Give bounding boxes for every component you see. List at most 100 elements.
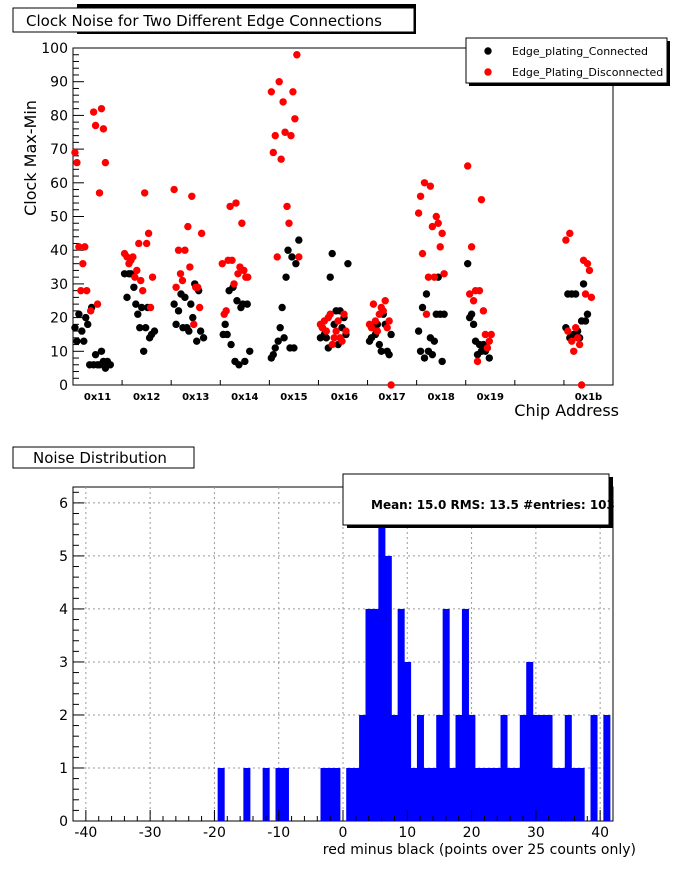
- disconnected-point: [342, 327, 350, 335]
- disconnected-point: [133, 266, 141, 275]
- histogram-x-axis: -40 -30 -20 -10 0 10 20 30 40: [72, 810, 614, 841]
- disconnected-point: [426, 182, 435, 190]
- histogram-bar: [217, 767, 225, 821]
- disconnected-point: [275, 78, 283, 86]
- histogram-bar: [500, 714, 508, 821]
- scatter-x-group-label: 0x1b: [575, 392, 603, 403]
- disconnected-point: [562, 236, 570, 244]
- disconnected-point: [79, 259, 87, 268]
- connected-point: [344, 259, 352, 268]
- disconnected-point: [129, 253, 137, 261]
- disconnected-point: [485, 337, 493, 345]
- disconnected-point: [469, 297, 478, 305]
- disconnected-point: [148, 273, 157, 281]
- disconnected-point: [373, 327, 382, 335]
- disconnected-point: [481, 330, 490, 339]
- disconnected-point: [228, 256, 236, 265]
- scatter-x-group-label: 0x12: [133, 392, 160, 403]
- connected-point: [243, 300, 251, 308]
- histogram-x-tick-label: -10: [267, 825, 290, 841]
- histogram-bar: [275, 767, 283, 821]
- connected-point: [181, 293, 189, 302]
- scatter-x-group-label: 0x15: [280, 392, 307, 403]
- connected-point: [227, 340, 235, 349]
- histogram-bar: [410, 767, 418, 821]
- disconnected-point: [190, 320, 198, 329]
- histogram-x-tick-label: 20: [463, 825, 481, 841]
- disconnected-point: [414, 209, 423, 217]
- disconnected-point: [81, 243, 89, 251]
- disconnected-point: [432, 212, 440, 221]
- scatter-x-label: Chip Address: [514, 401, 619, 420]
- legend-label-connected: Edge_plating_Connected: [512, 45, 648, 58]
- disconnected-point: [371, 317, 380, 325]
- disconnected-point: [338, 337, 346, 345]
- disconnected-point: [430, 273, 439, 281]
- disconnected-point: [334, 317, 342, 325]
- disconnected-point: [475, 286, 484, 295]
- legend-label-disconnected: Edge_Plating_Disconnected: [512, 66, 663, 79]
- disconnected-point: [71, 148, 79, 157]
- scatter-y-tick-label: 70: [50, 142, 68, 158]
- histogram-y-tick-label: 4: [59, 602, 68, 618]
- scatter-x-group-label: 0x17: [378, 392, 405, 403]
- connected-point: [385, 350, 393, 359]
- connected-point: [221, 320, 229, 329]
- disconnected-point: [291, 115, 299, 123]
- disconnected-point: [340, 310, 348, 318]
- connected-point: [246, 347, 254, 355]
- histogram-bar: [526, 661, 534, 821]
- disconnected-point: [238, 219, 246, 227]
- disconnected-point: [369, 300, 378, 308]
- disconnected-point: [367, 324, 376, 332]
- connected-point: [284, 246, 292, 254]
- connected-point: [295, 236, 303, 244]
- connected-point: [271, 344, 279, 352]
- connected-point: [328, 249, 336, 258]
- histogram-bar: [481, 767, 489, 821]
- scatter-x-group-label: 0x18: [428, 392, 455, 403]
- disconnected-point: [226, 202, 234, 211]
- connected-point: [326, 273, 334, 281]
- disconnected-point: [465, 290, 474, 298]
- connected-point: [123, 293, 131, 302]
- histogram-bar: [333, 767, 341, 821]
- scatter-legend: Edge_plating_Connected Edge_Plating_Disc…: [465, 37, 670, 86]
- connected-point: [485, 354, 493, 362]
- connected-point: [282, 273, 290, 281]
- disconnected-point: [381, 297, 389, 305]
- histogram-bar: [423, 767, 431, 821]
- stats-box: Mean: 15.0 RMS: 13.5 #entries: 103: [342, 473, 615, 528]
- disconnected-point: [174, 246, 183, 254]
- disconnected-point: [322, 327, 331, 335]
- scatter-chart: Clock Noise for Two Different Edge Conne…: [12, 4, 670, 420]
- disconnected-point: [479, 307, 488, 315]
- disconnected-point: [146, 303, 155, 312]
- histogram-bar: [436, 714, 444, 821]
- connected-point: [418, 303, 427, 312]
- connected-point: [414, 327, 423, 335]
- connected-point: [269, 350, 277, 359]
- disconnected-point: [197, 229, 206, 238]
- connected-point: [571, 290, 580, 298]
- disconnected-point: [271, 131, 279, 140]
- disconnected-point: [269, 148, 277, 157]
- histogram-bar: [378, 502, 386, 821]
- scatter-title: Clock Noise for Two Different Edge Conne…: [26, 12, 382, 30]
- histogram-x-tick-label: 30: [527, 825, 545, 841]
- disconnected-point: [89, 108, 98, 116]
- disconnected-point: [181, 246, 189, 254]
- disconnected-point: [222, 307, 230, 315]
- histogram-bar: [397, 608, 405, 821]
- disconnected-point: [184, 222, 192, 231]
- disconnected-point: [583, 259, 592, 268]
- legend-box: [465, 37, 668, 84]
- connected-point: [280, 334, 288, 342]
- disconnected-point: [95, 189, 104, 197]
- disconnected-point: [287, 131, 295, 140]
- disconnected-point: [281, 128, 289, 136]
- histogram-bar: [404, 661, 412, 821]
- disconnected-point: [283, 202, 291, 211]
- disconnected-point: [178, 276, 187, 285]
